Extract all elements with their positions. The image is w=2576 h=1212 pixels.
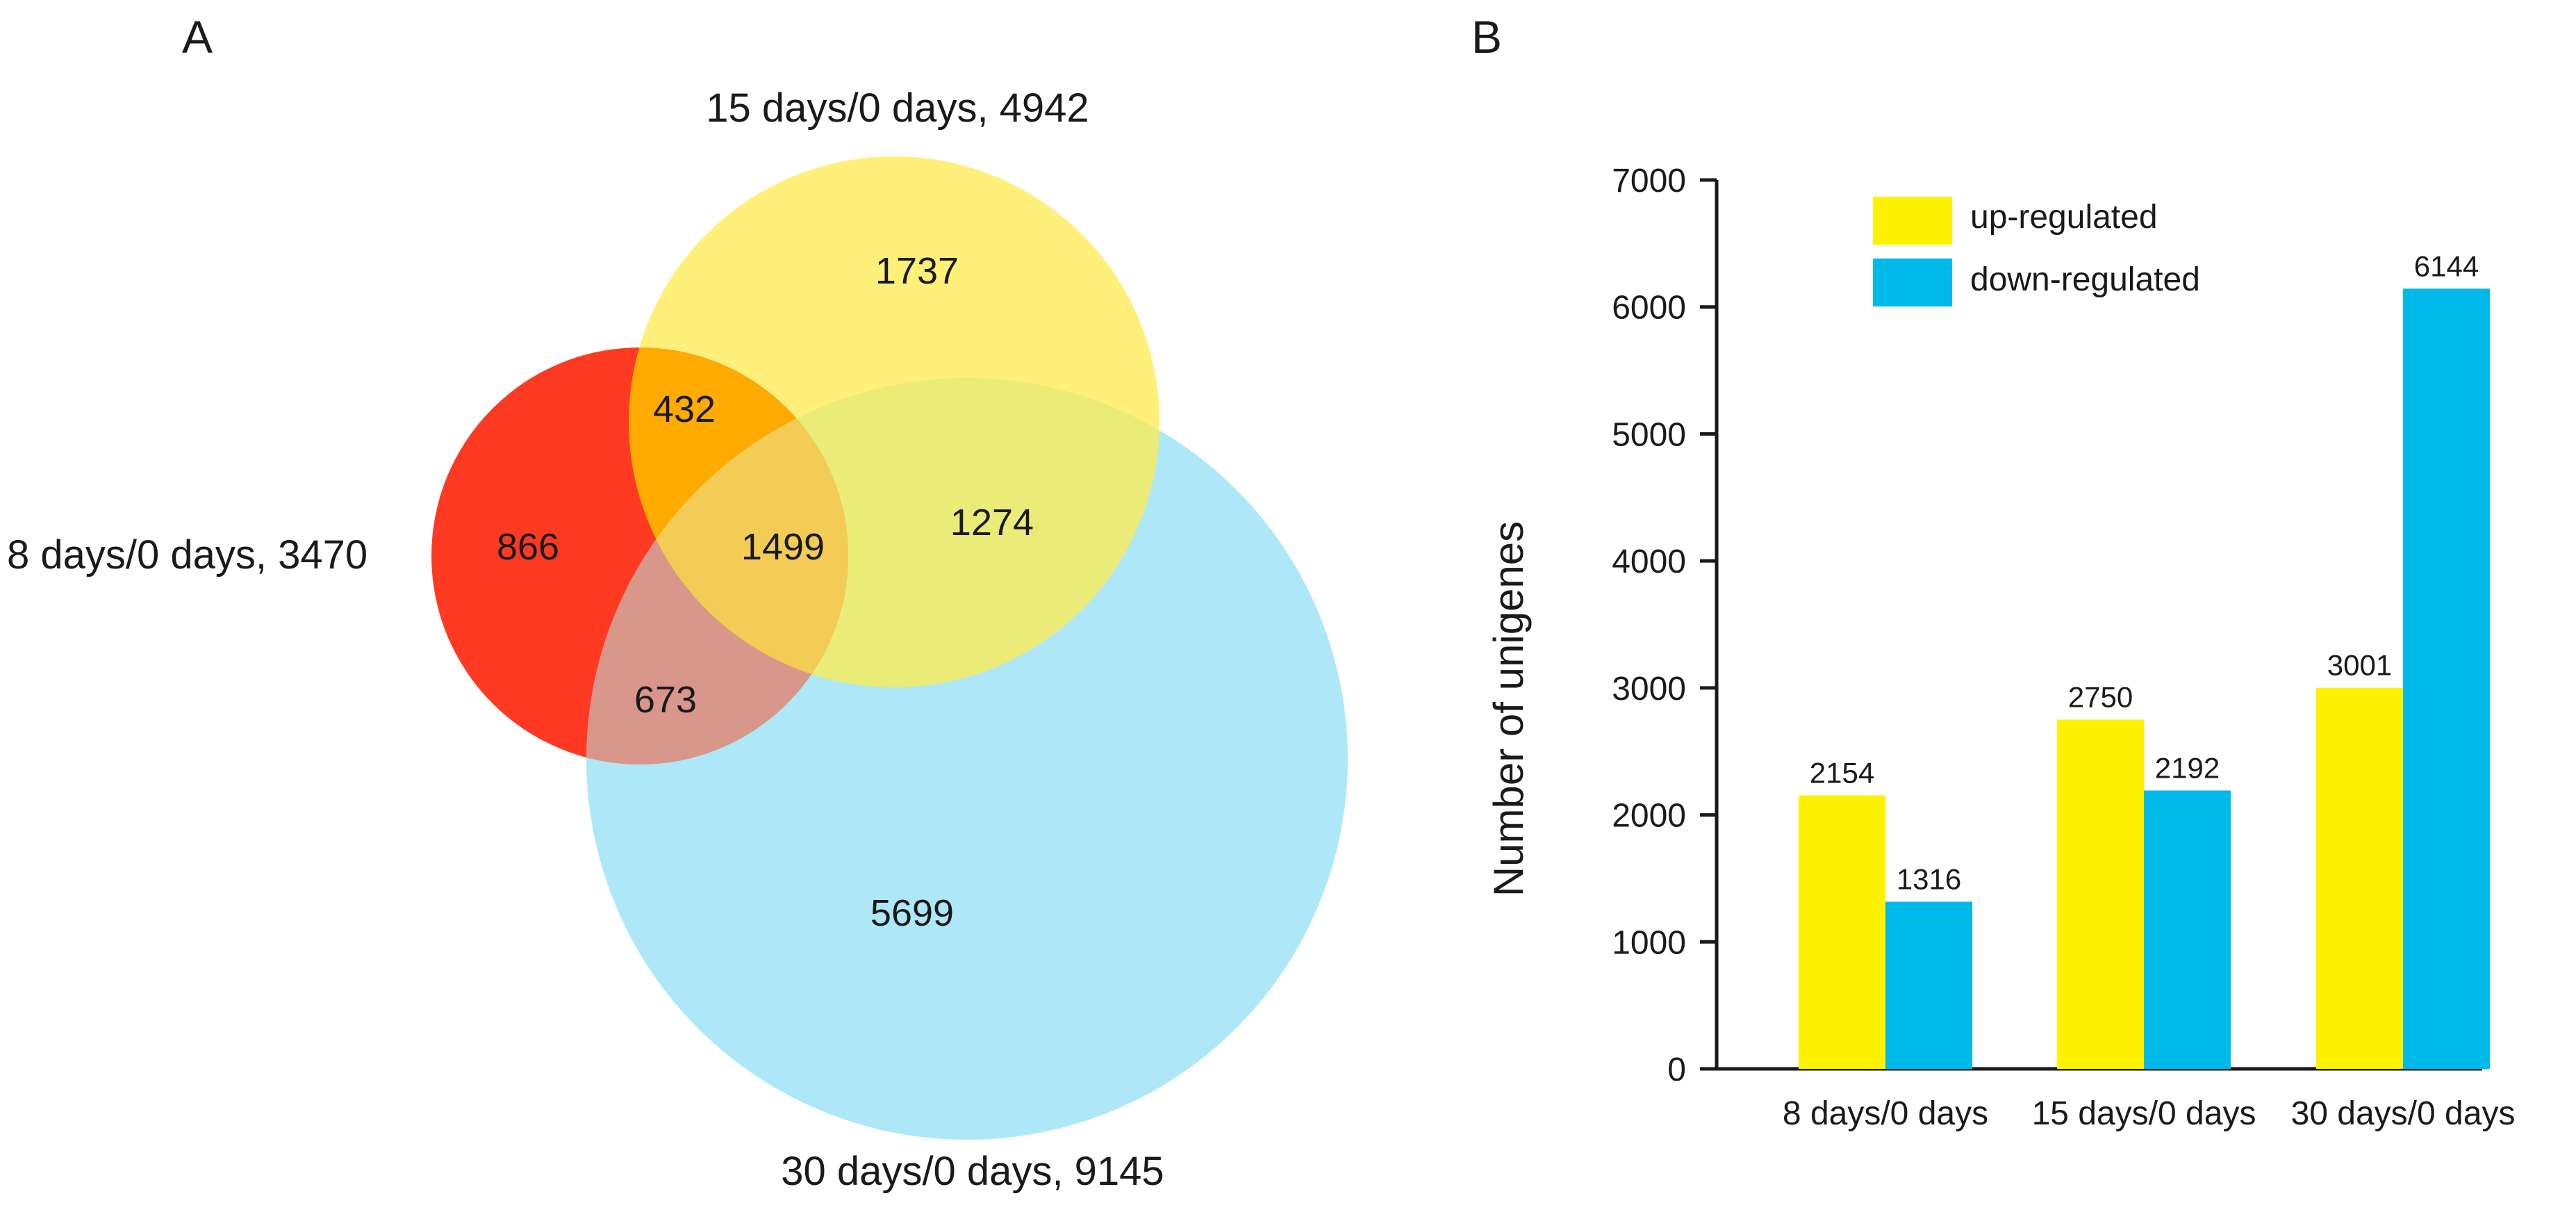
bar-value-label: 1316 [1897, 863, 1961, 896]
legend: up-regulated down-regulated [1873, 197, 2200, 306]
y-tick-label: 0 [1667, 1051, 1686, 1088]
panel-b-label: B [1471, 11, 1502, 63]
bar-down-3 [2403, 288, 2490, 1069]
venn-count-only-30: 5699 [870, 892, 954, 934]
bar-down-2 [2144, 790, 2231, 1069]
y-axis-ticks: 0 1000 2000 3000 4000 5000 6000 7000 [1612, 163, 1717, 1088]
venn-count-only-15: 1737 [875, 250, 959, 292]
legend-label-down-regulated: down-regulated [1970, 261, 2200, 298]
set-label-30-days: 30 days/0 days, 9145 [781, 1149, 1164, 1194]
legend-label-up-regulated: up-regulated [1970, 199, 2158, 236]
panel-a-label: A [182, 11, 213, 63]
bar-value-label: 6144 [2414, 249, 2479, 282]
venn-count-8-15: 432 [653, 388, 716, 430]
x-category-label: 15 days/0 days [2032, 1095, 2256, 1132]
set-label-15-days: 15 days/0 days, 4942 [706, 85, 1089, 131]
y-tick-label: 3000 [1612, 671, 1686, 707]
panel-a-venn: A 15 days/0 days, 4942 8 days/0 days, 34… [7, 11, 1348, 1194]
bar-value-labels: 2154 1316 2750 2192 3001 6144 [1810, 249, 2479, 895]
bar-up-2 [2057, 719, 2144, 1069]
set-label-8-days: 8 days/0 days, 3470 [7, 532, 368, 578]
x-category-label: 30 days/0 days [2291, 1095, 2516, 1132]
venn-count-all: 1499 [741, 526, 825, 568]
bar-value-label: 2750 [2068, 681, 2133, 714]
y-axis-title: Number of unigenes [1485, 521, 1532, 896]
bar-up-1 [1799, 795, 1885, 1069]
bar-value-label: 2154 [1810, 756, 1874, 789]
bar-series [1799, 288, 2490, 1069]
x-axis-category-labels: 8 days/0 days 15 days/0 days 30 days/0 day… [1783, 1095, 2516, 1132]
bar-down-1 [1885, 901, 1972, 1069]
y-tick-label: 4000 [1612, 543, 1686, 580]
y-tick-label: 7000 [1612, 163, 1686, 199]
venn-count-8-30: 673 [634, 679, 697, 721]
x-category-label: 8 days/0 days [1783, 1095, 1988, 1132]
venn-count-only-8: 866 [497, 526, 559, 568]
legend-swatch-up-regulated [1873, 197, 1952, 245]
bar-value-label: 3001 [2327, 649, 2392, 682]
panel-b-bar-chart: B Number of unigenes 0 1000 2000 3000 4000 50… [1471, 11, 2515, 1132]
bar-up-3 [2316, 687, 2403, 1069]
y-tick-label: 2000 [1612, 798, 1686, 835]
bar-value-label: 2192 [2155, 751, 2220, 784]
y-tick-label: 5000 [1612, 416, 1686, 453]
y-tick-label: 6000 [1612, 290, 1686, 327]
legend-swatch-down-regulated [1873, 259, 1952, 306]
y-tick-label: 1000 [1612, 924, 1686, 961]
venn-count-15-30: 1274 [950, 502, 1034, 543]
